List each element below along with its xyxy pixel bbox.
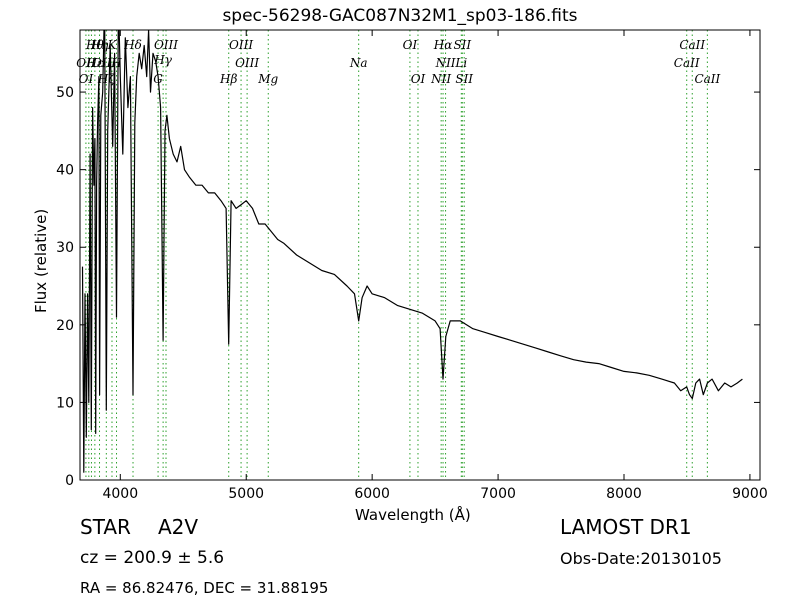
x-tick-label: 7000 [480, 486, 516, 502]
line-label: Hδ [123, 38, 142, 52]
spectrum-line [81, 30, 743, 473]
line-label: Na [349, 56, 368, 70]
x-tick-label: 5000 [228, 486, 264, 502]
y-tick-label: 30 [56, 240, 74, 256]
spectral-line-markers [85, 30, 708, 480]
x-tick-label: 8000 [606, 486, 642, 502]
line-label: OI [403, 38, 418, 52]
line-label: Mg [257, 72, 278, 86]
line-label: OIII [229, 38, 253, 52]
y-tick-label: 40 [56, 163, 74, 179]
survey-name: LAMOST DR1 [560, 515, 692, 539]
line-label: CaII [674, 56, 700, 70]
y-axis-ticks: 0 10 20 30 40 50 [56, 85, 760, 489]
line-label: Hθ [85, 38, 104, 52]
line-label: NII [430, 72, 451, 86]
object-type: STAR [80, 515, 131, 539]
line-label: NII [435, 56, 456, 70]
x-axis-ticks: 4000 5000 6000 7000 8000 9000 [102, 30, 768, 502]
line-label: SII [455, 72, 473, 86]
y-tick-label: 20 [56, 318, 74, 334]
x-tick-label: 6000 [354, 486, 390, 502]
line-label: Hγ [153, 53, 172, 67]
ra-dec-coordinates: RA = 86.82476, DEC = 31.88195 [80, 579, 329, 597]
plot-frame [79, 29, 761, 481]
object-subclass: A2V [158, 515, 199, 539]
line-label: Hβ [219, 72, 237, 86]
line-label: Li [454, 56, 467, 70]
line-label: Hα [433, 38, 453, 52]
line-label: SII [453, 38, 471, 52]
line-label: OII [76, 56, 96, 70]
y-tick-label: 0 [65, 473, 74, 489]
line-label: CaII [694, 72, 720, 86]
y-axis-label: Flux (relative) [32, 208, 50, 313]
line-label: CaII [679, 38, 705, 52]
observation-date: Obs-Date:20130105 [560, 549, 722, 568]
line-label: OI [411, 72, 426, 86]
y-tick-label: 10 [56, 395, 74, 411]
x-axis-label: Wavelength (Å) [355, 506, 471, 524]
line-label: OIII [154, 38, 178, 52]
line-label: OI [79, 72, 94, 86]
x-tick-label: 9000 [732, 486, 768, 502]
y-tick-label: 50 [56, 85, 74, 101]
line-label: K [107, 38, 118, 52]
x-tick-label: 4000 [102, 486, 138, 502]
redshift-cz: cz = 200.9 ± 5.6 [80, 548, 225, 568]
line-label: Hε [86, 56, 104, 70]
chart-title: spec-56298-GAC087N32M1_sp03-186.fits [222, 6, 578, 26]
line-label: OIII [235, 56, 259, 70]
line-label: Hη [90, 38, 109, 52]
